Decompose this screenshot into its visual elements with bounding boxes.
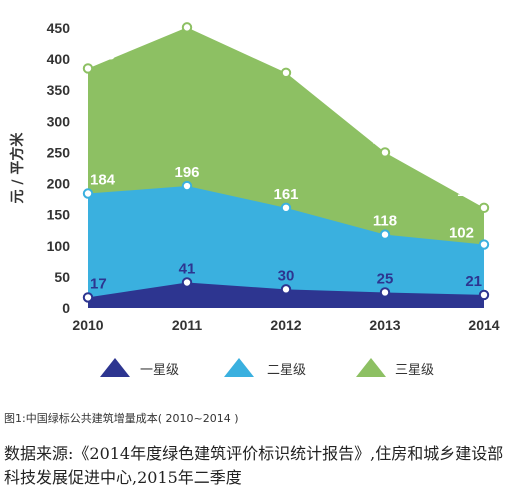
legend-swatch-二星级 — [224, 358, 254, 377]
y-tick-label-100: 100 — [47, 238, 71, 254]
axis-layer: 0 50 100 150 200 250 300 350 400 450 元 / 平方米 2010 20… — [9, 20, 500, 333]
data-label-三星级-2011: 451 — [172, 5, 197, 22]
data-label-三星级-2010: 385 — [90, 46, 115, 63]
chart: 0 50 100 150 200 250 300 350 400 450 元 / 平方米 2010 20… — [9, 5, 500, 378]
point-二星级-2012 — [280, 202, 292, 214]
data-label-一星级-2011: 41 — [179, 260, 196, 277]
point-三星级-2014 — [478, 202, 490, 214]
y-tick-label-50: 50 — [54, 269, 70, 285]
data-label-三星级-2012: 378 — [273, 51, 298, 68]
legend-label-三星级: 三星级 — [395, 363, 434, 378]
point-三星级-2011 — [181, 22, 193, 33]
point-三星级-2012 — [280, 67, 292, 79]
y-tick-label-300: 300 — [47, 113, 71, 129]
point-二星级-2011 — [181, 180, 193, 192]
point-三星级-2013 — [379, 147, 391, 158]
data-label-一星级-2014: 21 — [465, 273, 482, 290]
point-一星级-2012 — [280, 284, 292, 295]
legend-label-二星级: 二星级 — [267, 363, 306, 378]
data-label-一星级-2012: 30 — [278, 267, 295, 284]
data-label-一星级-2010: 17 — [90, 275, 107, 292]
legend-swatch-三星级 — [356, 358, 386, 377]
point-一星级-2013 — [379, 287, 391, 298]
y-tick-label-150: 150 — [47, 207, 71, 223]
y-tick-label-200: 200 — [47, 176, 71, 192]
point-三星级-2010 — [82, 63, 94, 74]
legend-swatch-一星级 — [100, 358, 130, 377]
figure-caption: 图1:中国绿标公共建筑增量成本( 2010~2014 ) — [4, 412, 239, 425]
source-note: 数据来源:《2014年度绿色建筑评价标识统计报告》,住房和城乡建设部科技发展促进… — [4, 444, 504, 487]
data-label-三星级-2014: 161 — [457, 183, 482, 200]
y-tick-label-0: 0 — [62, 300, 70, 316]
x-tick-label-2013: 2013 — [369, 317, 400, 333]
x-tick-label-2010: 2010 — [72, 317, 103, 333]
legend-label-一星级: 一星级 — [140, 363, 179, 378]
data-label-二星级-2013: 118 — [373, 213, 397, 230]
area-series-2 — [88, 282, 484, 308]
x-tick-label-2011: 2011 — [172, 317, 203, 333]
point-二星级-2010 — [82, 188, 94, 199]
y-tick-label-350: 350 — [47, 82, 71, 98]
data-label-二星级-2010: 184 — [90, 172, 116, 189]
point-二星级-2013 — [379, 229, 391, 240]
data-label-一星级-2013: 25 — [377, 270, 394, 287]
data-label-二星级-2012: 161 — [273, 186, 298, 203]
y-tick-label-400: 400 — [47, 51, 71, 67]
data-label-二星级-2011: 196 — [174, 164, 199, 181]
point-一星级-2011 — [181, 277, 193, 288]
x-tick-label-2012: 2012 — [270, 317, 301, 333]
y-tick-label-450: 450 — [47, 20, 71, 36]
data-label-三星级-2013: 250 — [372, 130, 397, 147]
point-二星级-2014 — [478, 239, 490, 250]
y-tick-label-250: 250 — [47, 144, 71, 160]
label-layer: 385 451 378 250 161 184 196 161 118 102 17 41 30 25 21 — [82, 5, 490, 303]
y-axis-label: 元 / 平方米 — [9, 132, 26, 204]
data-label-二星级-2014: 102 — [449, 225, 474, 242]
legend: 一星级 二星级 三星级 — [100, 358, 434, 378]
point-一星级-2010 — [82, 292, 94, 303]
point-一星级-2014 — [478, 289, 490, 301]
x-tick-label-2014: 2014 — [468, 317, 499, 333]
